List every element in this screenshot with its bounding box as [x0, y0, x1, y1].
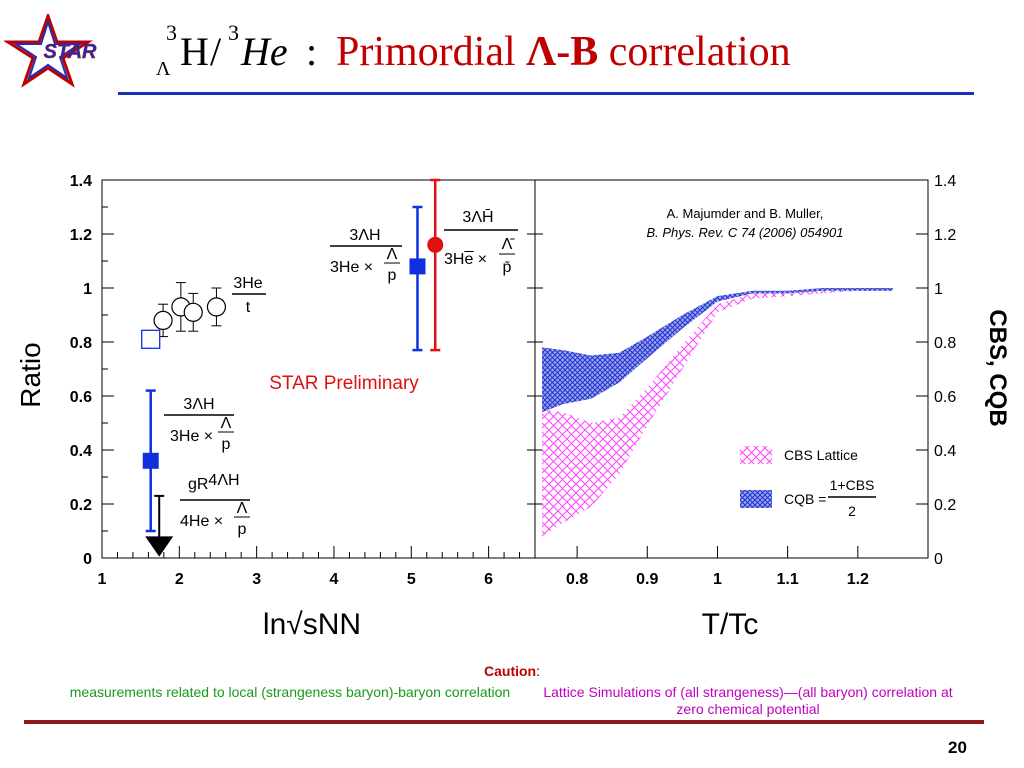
left-x-tick-label: 5: [407, 571, 416, 588]
svg-text:Λ̄: Λ̄: [502, 236, 516, 253]
svg-text:4He ×: 4He ×: [180, 513, 223, 530]
svg-text:3He ×: 3He ×: [170, 428, 213, 445]
right-y-tick-label: 0.8: [934, 335, 956, 352]
title-mass1: 3: [166, 20, 177, 45]
cbs-lattice-band: [542, 288, 893, 537]
reference-line-2: B. Phys. Rev. C 74 (2006) 054901: [646, 225, 843, 240]
svg-text:gR: gR: [188, 476, 208, 493]
svg-text:p: p: [238, 521, 247, 538]
right-x-axis-title: T/Tc: [702, 608, 759, 641]
right-y-tick-label: 0.2: [934, 497, 956, 514]
footer-rule: [24, 720, 984, 724]
title-underline: [118, 92, 974, 95]
legend-cqb-den: 2: [848, 503, 856, 519]
right-y-axis-title: CBS, CQB: [984, 309, 1011, 426]
caution-right-note: Lattice Simulations of (all strangeness)…: [543, 684, 953, 717]
reference-line-1: A. Majumder and B. Muller,: [667, 206, 824, 221]
right-y-tick-label: 1: [934, 281, 943, 298]
cqb-band: [542, 288, 893, 413]
right-y-tick-label: 0.4: [934, 443, 956, 460]
svg-text:3ΛH: 3ΛH: [349, 227, 380, 244]
title-h: H: [180, 29, 209, 74]
label-hyp-rhic: 3ΛH 3He × Λ p: [330, 227, 402, 284]
right-x-tick-label: 0.9: [636, 571, 658, 588]
logo-text: STAR: [44, 41, 98, 63]
right-x-tick-label: 1: [713, 571, 722, 588]
legend-cqb-swatch: [740, 490, 772, 508]
left-y-tick-label: 0: [83, 551, 92, 568]
data-points: [141, 178, 444, 557]
antihypertriton-ratio-point: [427, 236, 444, 253]
legend: CBS Lattice CQB = 1+CBS 2: [740, 446, 876, 519]
caution-left-note: measurements related to local (strangene…: [69, 684, 511, 700]
legend-cqb-num: 1+CBS: [830, 477, 875, 493]
slide-title: 3 Λ H / 3 He : Primordial Λ-B correlatio…: [148, 18, 988, 90]
hypertriton-ratio-point: [142, 452, 159, 469]
open-square-point: [141, 329, 161, 349]
svg-text:3He ×: 3He ×: [330, 259, 373, 276]
left-x-tick-label: 2: [175, 571, 184, 588]
right-x-tick-label: 1.1: [777, 571, 799, 588]
left-y-tick-label: 1: [83, 281, 92, 298]
title-colon: :: [306, 29, 318, 74]
star-logo: STAR: [4, 14, 98, 88]
title-he: He: [241, 29, 288, 74]
right-axes: 0 0.2 0.4 0.6 0.8 1 1.2 1.4 0.8 0.9 1 1.1 1.2: [535, 173, 956, 588]
he-t-point: [153, 310, 173, 330]
left-x-tick-label: 4: [330, 571, 339, 588]
he-t-point: [206, 297, 227, 317]
svg-text:3He: 3He: [233, 275, 262, 292]
legend-cbs-swatch: [740, 446, 772, 464]
star-preliminary-label: STAR Preliminary: [269, 373, 419, 394]
left-x-tick-label: 3: [252, 571, 261, 588]
svg-text:p: p: [222, 436, 231, 453]
label-anti-hyp: 3ΛH̄ 3He̅ × Λ̄ p̄: [444, 209, 518, 276]
svg-text:3ΛH̄: 3ΛH̄: [462, 209, 493, 226]
left-y-tick-label: 1.4: [70, 173, 92, 190]
left-plot-frame: [101, 179, 536, 559]
hypertriton-ratio-point: [409, 258, 426, 275]
upper-limit-arrow: [145, 536, 174, 557]
left-y-tick-label: 0.2: [70, 497, 92, 514]
label-hyp-low: 3ΛH 3He × Λ p: [164, 396, 234, 453]
title-slash: /: [210, 29, 222, 74]
right-y-tick-label: 1.2: [934, 227, 956, 244]
legend-cbs-label: CBS Lattice: [784, 447, 858, 463]
lattice-bands: [542, 288, 893, 537]
svg-text:Λ: Λ: [387, 246, 398, 263]
right-x-tick-label: 1.2: [847, 571, 869, 588]
right-plot-frame: [534, 179, 929, 559]
title-mass2: 3: [228, 20, 239, 45]
chart-figure: 0 0.2 0.4 0.6 0.8 1 1.2 1.4 1 2 3 4 5 6 0 0.2 0.4 0.6 0.8…: [15, 173, 1011, 641]
left-y-tick-label: 0.6: [70, 389, 92, 406]
left-x-tick-label: 1: [98, 571, 107, 588]
left-y-axis-title: Ratio: [15, 342, 46, 407]
svg-text:4ΛH: 4ΛH: [208, 472, 239, 489]
he-t-point: [183, 302, 203, 322]
right-y-tick-label: 0.6: [934, 389, 956, 406]
label-he-t: 3He t: [232, 275, 266, 316]
svg-text:3ΛH: 3ΛH: [183, 396, 214, 413]
title-lambda-sub: Λ: [156, 58, 171, 80]
left-x-tick-label: 6: [484, 571, 493, 588]
caution-label: Caution:: [484, 663, 540, 679]
legend-cqb-label: CQB =: [784, 491, 826, 507]
right-x-tick-label: 0.8: [566, 571, 588, 588]
svg-text:Λ: Λ: [221, 415, 232, 432]
svg-text:p̄: p̄: [503, 259, 512, 276]
right-y-tick-label: 1.4: [934, 173, 956, 190]
svg-text:p: p: [388, 267, 397, 284]
left-y-tick-label: 0.8: [70, 335, 92, 352]
title-text: Primordial Λ-B correlation: [336, 29, 791, 75]
svg-text:3He̅ ×: 3He̅ ×: [444, 250, 487, 268]
left-y-tick-label: 0.4: [70, 443, 92, 460]
left-y-tick-label: 1.2: [70, 227, 92, 244]
svg-text:t: t: [246, 299, 251, 316]
page-number: 20: [948, 738, 967, 757]
right-y-tick-label: 0: [934, 551, 943, 568]
left-axes: 0 0.2 0.4 0.6 0.8 1 1.2 1.4 1 2 3 4 5 6: [70, 173, 535, 588]
label-h4: gR 4ΛH 4He × Λ p: [180, 472, 250, 538]
left-x-axis-title: ln√sNN: [263, 608, 361, 641]
svg-text:Λ: Λ: [237, 500, 248, 517]
